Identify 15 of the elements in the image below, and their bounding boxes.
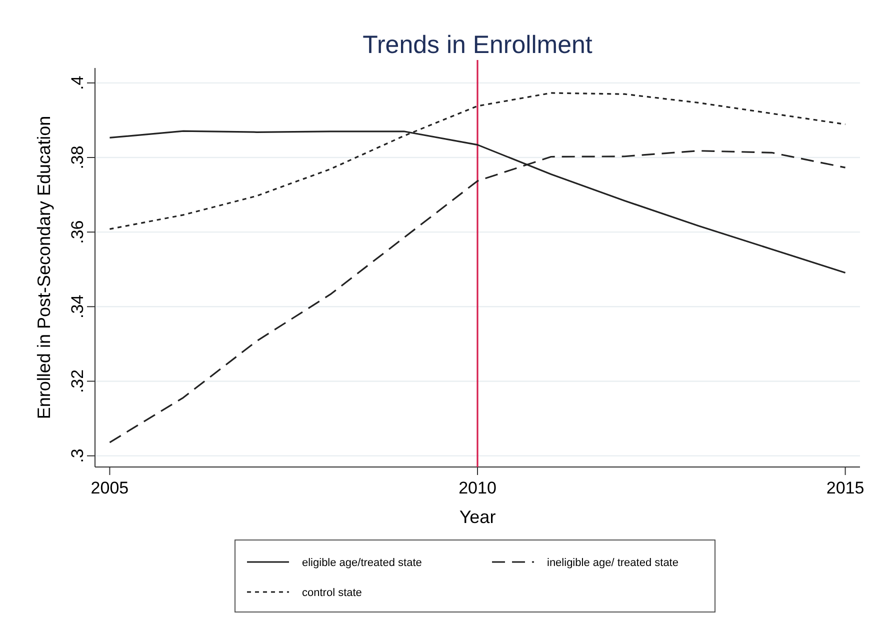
legend-label: ineligible age/ treated state [547, 557, 678, 569]
legend-label: eligible age/treated state [302, 557, 422, 569]
y-tick-label: .3 [68, 448, 87, 463]
x-tick-label: 2015 [826, 478, 864, 498]
y-tick-label: .36 [68, 220, 87, 244]
x-tick-label: 2010 [458, 478, 496, 498]
y-tick-label: .34 [68, 294, 87, 318]
chart-title: Trends in Enrollment [362, 31, 592, 59]
legend-label: control state [302, 587, 362, 599]
x-tick-label: 2005 [90, 478, 129, 498]
y-tick-label: .38 [68, 146, 87, 170]
y-tick-label: .32 [68, 369, 87, 394]
y-tick-label: .4 [68, 76, 87, 90]
x-axis-title: Year [459, 507, 496, 527]
y-axis-title: Enrolled in Post-Secondary Education [34, 116, 54, 420]
